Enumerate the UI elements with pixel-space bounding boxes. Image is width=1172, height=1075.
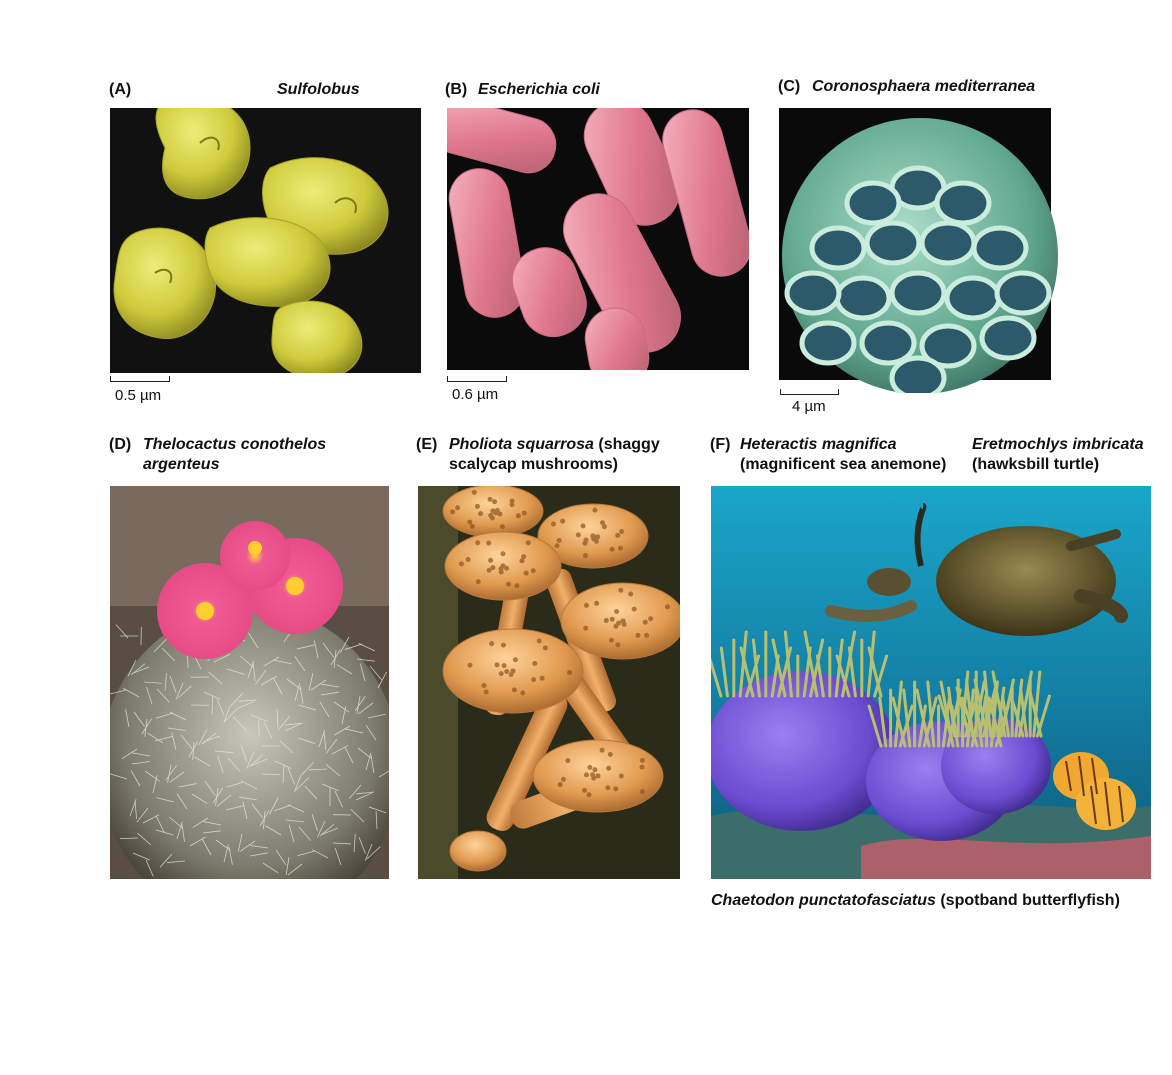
panel-d-letter: (D) xyxy=(109,436,132,453)
panel-f-anemone-species: Heteractis magnifica xyxy=(740,436,897,453)
panel-d-species-line1: Thelocactus conothelos xyxy=(143,436,327,453)
panel-b-letter: (B) xyxy=(445,81,468,98)
cactus-photo xyxy=(110,486,389,879)
panel-f-fish-label: Chaetodon punctatofasciatus (spotband bu… xyxy=(711,891,1120,911)
panel-f-turtle-common: (hawksbill turtle) xyxy=(972,456,1100,473)
panel-f-anemone-common: (magnificent sea anemone) xyxy=(740,456,947,473)
mushroom-photo xyxy=(418,486,680,879)
panel-e-letter: (E) xyxy=(416,436,438,453)
panel-e-label-line1: Pholiota squarrosa (shaggy xyxy=(449,435,660,455)
coccolith-micrograph xyxy=(768,108,1078,393)
scale-label-a: 0.5 µm xyxy=(115,387,162,404)
panel-a-species: Sulfolobus xyxy=(277,81,360,98)
panel-f-letter: (F) xyxy=(710,436,731,453)
ecoli-micrograph xyxy=(447,108,749,370)
sulfolobus-micrograph xyxy=(110,108,421,373)
panel-a-letter: (A) xyxy=(109,81,132,98)
panel-c-species: Coronosphaera mediterranea xyxy=(812,78,1036,95)
scale-bar-c xyxy=(780,389,839,395)
panel-b-species: Escherichia coli xyxy=(478,81,600,98)
scale-bar-b xyxy=(447,376,507,382)
panel-e-common-part1: (shaggy xyxy=(593,436,660,453)
reef-photo xyxy=(711,486,1151,879)
panel-c-letter: (C) xyxy=(778,78,801,95)
scale-bar-a xyxy=(110,376,170,382)
panel-f-fish-species: Chaetodon punctatofasciatus xyxy=(711,892,936,909)
panel-e-common-part2: scalycap mushrooms) xyxy=(449,456,618,473)
scale-label-b: 0.6 µm xyxy=(452,386,499,403)
turtle-shape xyxy=(825,503,1128,636)
panel-f-fish-common: (spotband butterflyfish) xyxy=(935,892,1120,909)
panel-d-species-line2: argenteus xyxy=(143,456,220,473)
panel-f-turtle-species: Eretmochlys imbricata xyxy=(972,436,1144,453)
panel-e-species: Pholiota squarrosa xyxy=(449,436,594,453)
scale-label-c: 4 µm xyxy=(792,398,826,415)
